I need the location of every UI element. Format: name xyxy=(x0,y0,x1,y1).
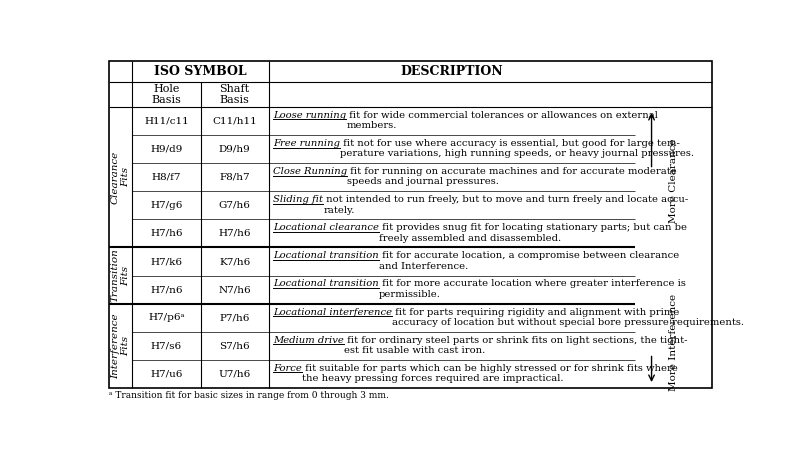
Text: Sliding fit: Sliding fit xyxy=(274,195,323,204)
Text: fit for accurate location, a compromise between clearance
and Interference.: fit for accurate location, a compromise … xyxy=(379,251,679,271)
Text: H7/k6: H7/k6 xyxy=(150,257,183,266)
Text: fit suitable for parts which can be highly stressed or for shrink fits where
the: fit suitable for parts which can be high… xyxy=(302,364,678,383)
Text: fit for parts requiring rigidity and alignment with prime
accuracy of location b: fit for parts requiring rigidity and ali… xyxy=(393,308,745,327)
Text: Clearance
Fits: Clearance Fits xyxy=(111,151,130,204)
Text: Locational transition: Locational transition xyxy=(274,251,379,260)
Text: C11/h11: C11/h11 xyxy=(212,116,257,126)
Text: fit not for use where accuracy is essential, but good for large tem-
perature va: fit not for use where accuracy is essent… xyxy=(341,139,694,158)
Text: not intended to run freely, but to move and turn freely and locate accu-
rately.: not intended to run freely, but to move … xyxy=(323,195,689,214)
Text: H11/c11: H11/c11 xyxy=(144,116,189,126)
Text: P7/h6: P7/h6 xyxy=(219,313,250,322)
Text: fit provides snug fit for locating stationary parts; but can be
freely assembled: fit provides snug fit for locating stati… xyxy=(379,223,687,243)
Text: Hole
Basis: Hole Basis xyxy=(152,84,181,106)
Text: Free running: Free running xyxy=(274,139,341,148)
Text: K7/h6: K7/h6 xyxy=(219,257,251,266)
Text: Interference
Fits: Interference Fits xyxy=(111,313,130,379)
Text: H7/n6: H7/n6 xyxy=(150,285,183,294)
Text: DESCRIPTION: DESCRIPTION xyxy=(401,65,503,78)
Text: ᵃ Transition fit for basic sizes in range from 0 through 3 mm.: ᵃ Transition fit for basic sizes in rang… xyxy=(109,391,389,400)
Text: S7/h6: S7/h6 xyxy=(219,341,250,350)
Text: More Interference: More Interference xyxy=(669,293,678,390)
Text: Force: Force xyxy=(274,364,302,373)
Text: fit for ordinary steel parts or shrink fits on light sections, the tight-
est fi: fit for ordinary steel parts or shrink f… xyxy=(344,336,688,355)
Text: H7/u6: H7/u6 xyxy=(150,369,183,379)
Text: More Clearance: More Clearance xyxy=(669,139,678,223)
Text: Shaft
Basis: Shaft Basis xyxy=(219,84,250,106)
Text: H7/h6: H7/h6 xyxy=(150,229,183,238)
Text: H7/p6ᵃ: H7/p6ᵃ xyxy=(148,313,184,322)
Text: G7/h6: G7/h6 xyxy=(219,201,251,210)
Text: N7/h6: N7/h6 xyxy=(219,285,251,294)
Text: Loose running: Loose running xyxy=(274,111,346,120)
Text: Locational clearance: Locational clearance xyxy=(274,223,379,232)
Text: ISO SYMBOL: ISO SYMBOL xyxy=(154,65,247,78)
Text: U7/h6: U7/h6 xyxy=(219,369,251,379)
Text: H9/d9: H9/d9 xyxy=(150,145,183,154)
Text: F8/h7: F8/h7 xyxy=(219,173,250,182)
Text: Medium drive: Medium drive xyxy=(274,336,344,344)
Text: Locational interference: Locational interference xyxy=(274,308,393,317)
Text: H7/g6: H7/g6 xyxy=(150,201,183,210)
Text: Transition
Fits: Transition Fits xyxy=(111,249,130,303)
Text: H7/h6: H7/h6 xyxy=(219,229,251,238)
Text: H7/s6: H7/s6 xyxy=(151,341,182,350)
Text: H8/f7: H8/f7 xyxy=(152,173,181,182)
Text: Close Running: Close Running xyxy=(274,167,347,176)
Text: fit for wide commercial tolerances or allowances on external
members.: fit for wide commercial tolerances or al… xyxy=(346,111,658,130)
Text: fit for more accurate location where greater interference is
permissible.: fit for more accurate location where gre… xyxy=(379,279,686,299)
Text: Locational transition: Locational transition xyxy=(274,279,379,288)
Text: fit for running on accurate machines and for accurate moderate
speeds and journa: fit for running on accurate machines and… xyxy=(347,167,678,187)
Text: D9/h9: D9/h9 xyxy=(219,145,251,154)
